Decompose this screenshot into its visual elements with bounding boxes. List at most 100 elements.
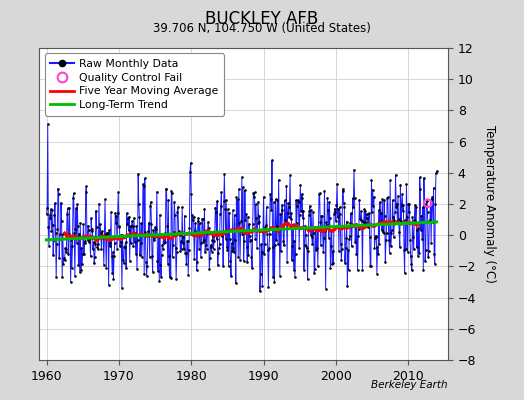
Point [321,285,330,292]
Point [246,238,255,244]
Point [106,240,115,246]
Point [91,254,99,260]
Point [380,197,388,204]
Point [300,242,309,248]
Point [171,245,180,252]
Point [153,258,161,265]
Point [323,222,331,229]
Point [341,260,349,266]
Point [102,265,111,272]
Point [219,263,227,269]
Point [221,206,229,212]
Point [110,252,118,259]
Point [276,211,285,217]
Point [397,202,406,208]
Point [422,202,431,209]
Point [353,267,362,274]
Point [119,257,127,263]
Point [191,220,200,226]
Point [135,201,143,207]
Point [100,232,108,239]
Point [43,121,52,127]
Point [205,266,213,272]
Point [77,267,85,273]
Point [277,247,285,254]
Point [413,253,422,260]
Point [147,198,155,205]
Point [363,211,371,217]
Point [374,251,383,257]
Point [211,232,219,238]
Text: 39.706 N, 104.750 W (United States): 39.706 N, 104.750 W (United States) [153,22,371,35]
Point [412,244,421,251]
Point [258,283,267,289]
Point [199,216,207,222]
Point [85,239,93,246]
Point [50,237,58,244]
Point [124,227,133,234]
Point [260,241,269,247]
Point [152,233,160,240]
Point [289,222,297,228]
Point [194,218,202,224]
Point [229,245,237,251]
Point [214,262,222,268]
Point [227,240,236,246]
Point [83,237,92,244]
Point [67,279,75,285]
Point [80,238,89,245]
Point [224,206,232,212]
Point [84,222,92,229]
Point [257,241,265,248]
Point [327,243,335,250]
Point [333,180,341,187]
Point [224,263,233,270]
Point [183,238,192,244]
Point [325,199,333,205]
Point [83,234,91,240]
Point [270,278,279,285]
Point [160,230,169,236]
Point [425,218,433,224]
Point [142,259,150,266]
Point [273,196,281,203]
Point [91,240,100,247]
Point [230,249,238,255]
Point [215,241,224,247]
Point [221,236,230,242]
Point [242,211,250,217]
Point [285,214,293,220]
Point [152,188,161,195]
Point [212,236,221,242]
Point [248,221,257,228]
Point [158,242,167,248]
Point [211,204,220,211]
Point [252,215,260,222]
Point [71,273,79,279]
Point [181,250,189,256]
Point [301,232,310,238]
Point [146,202,155,209]
Point [200,237,208,243]
Point [299,208,308,214]
Point [75,268,84,275]
Point [288,257,296,263]
Point [369,202,377,209]
Point [159,231,168,238]
Point [113,246,121,252]
Point [289,266,298,273]
Point [324,206,332,213]
Point [377,227,386,233]
Point [95,233,104,239]
Point [116,243,124,250]
Point [328,228,336,234]
Point [299,215,307,222]
Point [43,205,51,211]
Point [176,248,184,254]
Point [103,230,111,236]
Point [384,194,392,200]
Point [59,231,67,238]
Point [107,253,116,259]
Point [246,232,254,239]
Point [206,244,215,251]
